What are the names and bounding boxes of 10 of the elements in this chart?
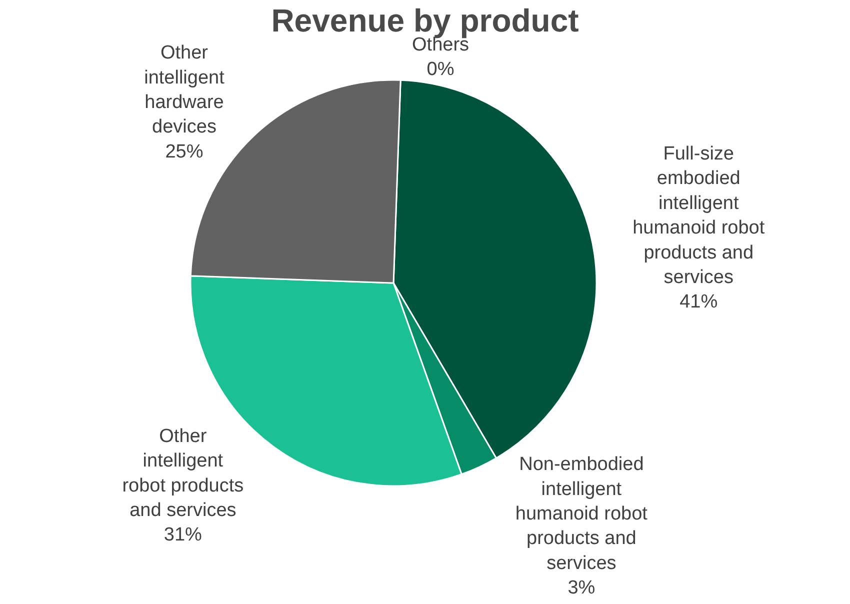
data-label: 25% [165,141,204,162]
slice-label: Non-embodied intelligent humanoid robot products and services [515,454,648,574]
chart-title: Revenue by product [271,2,580,38]
data-label: 41% [680,292,718,313]
slice-label: Other intelligent hardware devices [144,42,226,138]
data-label: 3% [568,578,596,599]
data-label: 31% [164,524,202,546]
text: 0% [426,59,454,80]
slice-label: Other intelligent robot products and services [122,426,244,522]
slice-label: Full-size embodied intelligent humanoid robot products and services [632,144,766,288]
